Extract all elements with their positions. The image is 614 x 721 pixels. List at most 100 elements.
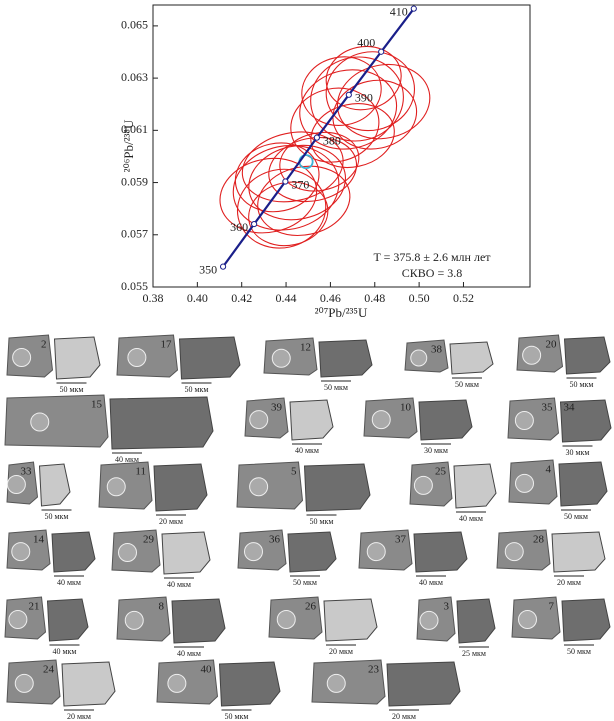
scale-label: 30 мкм <box>565 448 589 457</box>
y-tick-label: 0.059 <box>121 174 148 188</box>
scale-label: 40 мкм <box>167 580 191 589</box>
grain-bse-image <box>318 339 373 378</box>
analysis-pit <box>249 410 269 430</box>
grain: 36 50 мкм <box>237 529 337 587</box>
y-tick-label: 0.061 <box>121 122 148 136</box>
grain: 28 20 мкм <box>496 529 606 587</box>
analysis-pit <box>271 348 291 368</box>
grain-bse-image <box>563 336 611 375</box>
analysis-pit <box>106 477 126 497</box>
grain-bse-image <box>161 531 211 575</box>
grain-bse-image <box>559 399 612 443</box>
grain: 12 50 мкм <box>263 337 373 392</box>
grain-bse-image <box>561 598 611 642</box>
grain: 10 30 мкм <box>363 397 473 455</box>
grain-number: 5 <box>291 466 297 478</box>
analysis-pit <box>514 411 534 430</box>
annotation: СКВО = 3.8 <box>402 266 462 280</box>
scale-label: 50 мкм <box>324 383 348 392</box>
grain-number: 33 <box>21 466 33 478</box>
annotation: T = 375.8 ± 2.6 млн лет <box>373 250 491 264</box>
grain-number: 38 <box>431 344 443 356</box>
grain-bse-image <box>413 531 468 573</box>
error-ellipse <box>325 45 402 111</box>
scale-label: 20 мкм <box>329 647 353 656</box>
analysis-pit <box>276 610 296 629</box>
grain: 3 25 мкм <box>416 596 496 658</box>
scale-label: 20 мкм <box>557 578 581 587</box>
grain-bse-image <box>171 598 226 644</box>
scale-label: 50 мкм <box>567 647 591 656</box>
grain-number: 28 <box>533 534 545 546</box>
age-marker <box>313 134 320 141</box>
scale-label: 40 мкм <box>459 514 483 523</box>
grain-number: 20 <box>546 339 558 351</box>
scale-label: 20 мкм <box>67 712 91 721</box>
age-marker <box>282 178 289 185</box>
grain-bse-image <box>289 399 334 441</box>
error-ellipse <box>248 144 347 221</box>
analysis-pit <box>124 610 144 630</box>
grain-bse-image <box>153 463 208 512</box>
analysis-pit <box>167 673 187 693</box>
grain-number: 40 <box>201 664 213 676</box>
scale-label: 50 мкм <box>564 512 588 521</box>
grain: 14 40 мкм <box>6 529 96 587</box>
grain-number: 23 <box>368 664 380 676</box>
analysis-pit <box>6 475 26 494</box>
analysis-pit <box>30 412 50 432</box>
age-label: 410 <box>390 4 408 18</box>
grain: 24 20 мкм <box>6 659 116 721</box>
analysis-pit <box>515 473 534 493</box>
analysis-pit <box>12 348 32 367</box>
age-label: 390 <box>355 91 373 105</box>
grain-bse-image <box>109 396 214 450</box>
grain: 40 50 мкм <box>156 659 281 721</box>
grain: 11 20 мкм <box>98 461 208 526</box>
error-ellipse <box>268 136 358 203</box>
analysis-pit <box>504 542 524 562</box>
grain: 29 40 мкм <box>111 529 211 589</box>
age-marker <box>410 5 417 12</box>
analysis-pit <box>522 345 542 365</box>
analysis-pit <box>11 542 31 562</box>
grain-cl-image <box>116 334 179 378</box>
grain-bse-image <box>386 661 461 707</box>
grain-bse-image <box>61 661 116 707</box>
grain: 5 50 мкм <box>236 461 371 526</box>
grain-number: 26 <box>305 601 317 613</box>
age-label: 360 <box>230 220 248 234</box>
scale-label: 50 мкм <box>455 380 479 389</box>
error-ellipse <box>299 69 398 150</box>
grain: 37 40 мкм <box>358 529 468 587</box>
scale-label: 50 мкм <box>59 385 83 394</box>
x-tick-label: 0.48 <box>364 291 385 305</box>
scale-label: 40 мкм <box>57 578 81 587</box>
analysis-pit <box>366 542 386 562</box>
grain: 23 20 мкм <box>311 659 461 721</box>
grain-bse-image <box>218 661 281 707</box>
grain-bse-image <box>287 531 337 573</box>
grain-cl-image <box>4 394 109 448</box>
scale-label: 40 мкм <box>115 455 139 464</box>
grain-number: 12 <box>300 342 311 354</box>
grain-number: 17 <box>161 339 173 351</box>
grain: 25 40 мкм <box>409 461 497 523</box>
plot-frame <box>152 4 531 288</box>
grain: 35 34 30 мкм <box>507 397 612 457</box>
grain: 2 50 мкм <box>6 334 101 394</box>
grain-bse-image <box>323 598 378 642</box>
age-marker <box>345 91 352 98</box>
age-marker <box>251 220 258 228</box>
analysis-pit <box>127 348 147 367</box>
analysis-pit <box>419 610 439 630</box>
age-marker <box>219 263 227 270</box>
grain-number: 8 <box>159 601 165 613</box>
grain-bse-image <box>51 531 96 573</box>
grain-number: 11 <box>135 466 146 478</box>
scale-label: 40 мкм <box>419 578 443 587</box>
grain: 39 40 мкм <box>244 397 334 455</box>
grain-number: 21 <box>29 601 40 613</box>
grain-bse-image <box>456 598 496 644</box>
